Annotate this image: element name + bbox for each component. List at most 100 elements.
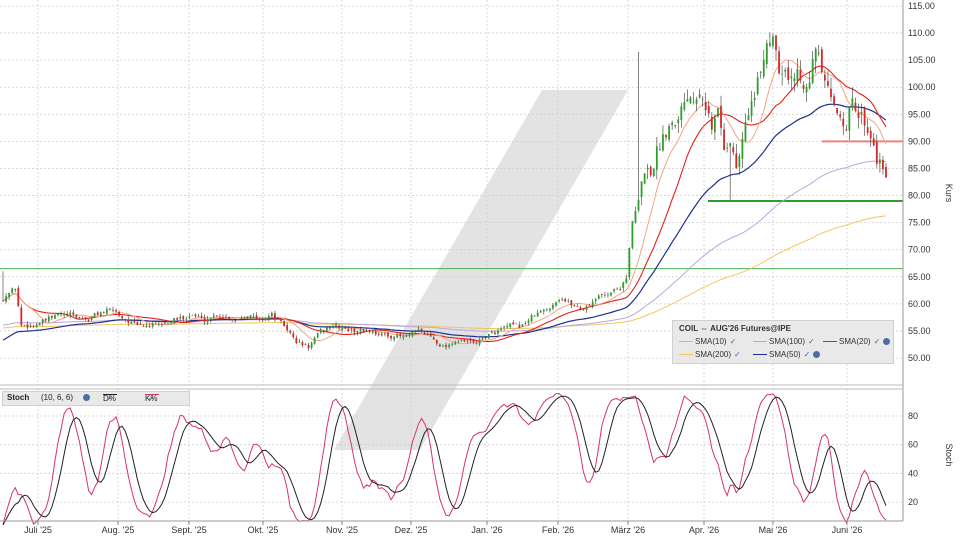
candle-body — [387, 332, 389, 337]
candle-body — [784, 69, 787, 72]
price-tick-label: 65.00 — [908, 272, 931, 282]
x-tick-label: Jan. '26 — [471, 525, 502, 535]
check-icon[interactable]: ✓ — [734, 350, 741, 359]
candle-body — [860, 111, 863, 114]
candle-body — [8, 292, 11, 298]
candle-body — [157, 323, 160, 325]
legend-sma100[interactable]: SMA(100) ✓ — [753, 337, 815, 346]
candle-body — [130, 321, 133, 324]
legend-sma200[interactable]: SMA(200) ✓ — [679, 350, 741, 359]
axes — [0, 0, 904, 522]
candle-body — [115, 310, 117, 312]
candle-body — [762, 59, 765, 77]
sma50-line — [2, 103, 887, 341]
candle-body — [710, 116, 713, 130]
candle-body — [750, 100, 753, 116]
candle-body — [329, 327, 331, 329]
candle-body — [307, 345, 310, 349]
check-icon[interactable]: ✓ — [106, 394, 113, 403]
candle-body — [368, 330, 371, 333]
candle-body — [854, 102, 857, 111]
gear-icon[interactable] — [883, 338, 891, 346]
candle-body — [316, 333, 319, 338]
check-icon[interactable]: ✓ — [803, 350, 811, 359]
candle-body — [741, 138, 744, 159]
candle-body — [57, 314, 59, 315]
candle-body — [206, 319, 209, 323]
d-label: D% — [103, 394, 116, 403]
candle-body — [695, 99, 698, 104]
candle-body — [228, 316, 230, 320]
candle-body — [662, 134, 664, 151]
candle-body — [274, 313, 276, 319]
candle-body — [561, 299, 564, 301]
candle-body — [136, 322, 139, 325]
x-tick-label: Apr. '26 — [689, 525, 719, 535]
candle-body — [845, 129, 848, 131]
candle-body — [160, 323, 163, 325]
legend-sma20[interactable]: SMA(20) ✓ — [823, 337, 891, 346]
candle-body — [151, 323, 154, 327]
candle-body — [374, 331, 377, 335]
candle-body — [713, 118, 716, 133]
legend-sma10[interactable]: SMA(10) ✓ — [679, 337, 736, 346]
sma10-line — [2, 59, 887, 345]
candle-body — [756, 77, 759, 95]
check-icon[interactable]: ✓ — [729, 337, 737, 346]
candle-body — [478, 339, 481, 344]
candle-body — [264, 318, 267, 320]
candle-body — [720, 105, 722, 128]
candle-body — [35, 324, 38, 328]
candle-body — [521, 324, 524, 327]
candle-body — [420, 328, 423, 332]
candle-body — [466, 340, 469, 342]
x-tick-label: Okt. '25 — [248, 525, 279, 535]
candle-body — [118, 311, 121, 316]
candle-body — [527, 320, 530, 324]
x-tick-label: Nov. '25 — [326, 525, 358, 535]
candle-body — [365, 330, 368, 332]
check-icon[interactable]: ✓ — [148, 394, 155, 403]
candle-body — [11, 288, 14, 294]
candle-body — [102, 312, 105, 313]
gear-icon[interactable] — [83, 394, 90, 401]
candle-body — [249, 315, 252, 318]
gear-icon[interactable] — [813, 351, 821, 359]
candle-body — [652, 168, 655, 177]
candle-body — [212, 315, 215, 317]
candle-body — [179, 316, 182, 319]
sma200-label: SMA(200) — [695, 350, 732, 359]
x-tick-label: Juli '25 — [24, 525, 52, 535]
candle-body — [518, 324, 521, 328]
legend-title: COIL ⇔ AUG'26 Futures@IPE — [679, 324, 791, 333]
sma100-swatch — [753, 341, 767, 343]
candle-body — [607, 294, 609, 296]
candle-body — [200, 315, 203, 318]
check-icon[interactable]: ✓ — [808, 337, 815, 346]
candle-body — [833, 96, 835, 106]
candle-body — [240, 318, 243, 320]
candle-body — [591, 301, 594, 306]
candle-body — [582, 308, 585, 311]
stoch-d-line — [2, 395, 887, 526]
candle-body — [209, 317, 212, 320]
candle-body — [717, 108, 719, 117]
candle-body — [802, 85, 805, 89]
candle-body — [564, 298, 567, 302]
k-swatch — [145, 394, 159, 395]
candle-body — [429, 333, 432, 337]
candle-body — [567, 300, 570, 302]
candle-body — [185, 318, 188, 320]
sma50-label: SMA(50) — [769, 350, 801, 359]
stoch-y-ticks: 20 40 60 80 — [908, 411, 918, 507]
check-icon[interactable]: ✓ — [873, 337, 881, 346]
price-tick-label: 60.00 — [908, 299, 931, 309]
candle-body — [353, 328, 356, 333]
sma20-line — [2, 65, 887, 343]
legend-row-2: SMA(200) ✓ SMA(50) ✓ — [673, 350, 893, 362]
price-y-ticks: 50.00 55.00 60.00 65.00 70.00 75.00 80.00 85.00… — [908, 1, 936, 363]
legend-sma50[interactable]: SMA(50) ✓ — [753, 350, 821, 359]
x-tick-label: März '26 — [611, 525, 645, 535]
candle-body — [47, 316, 50, 322]
candle-body — [322, 330, 325, 332]
